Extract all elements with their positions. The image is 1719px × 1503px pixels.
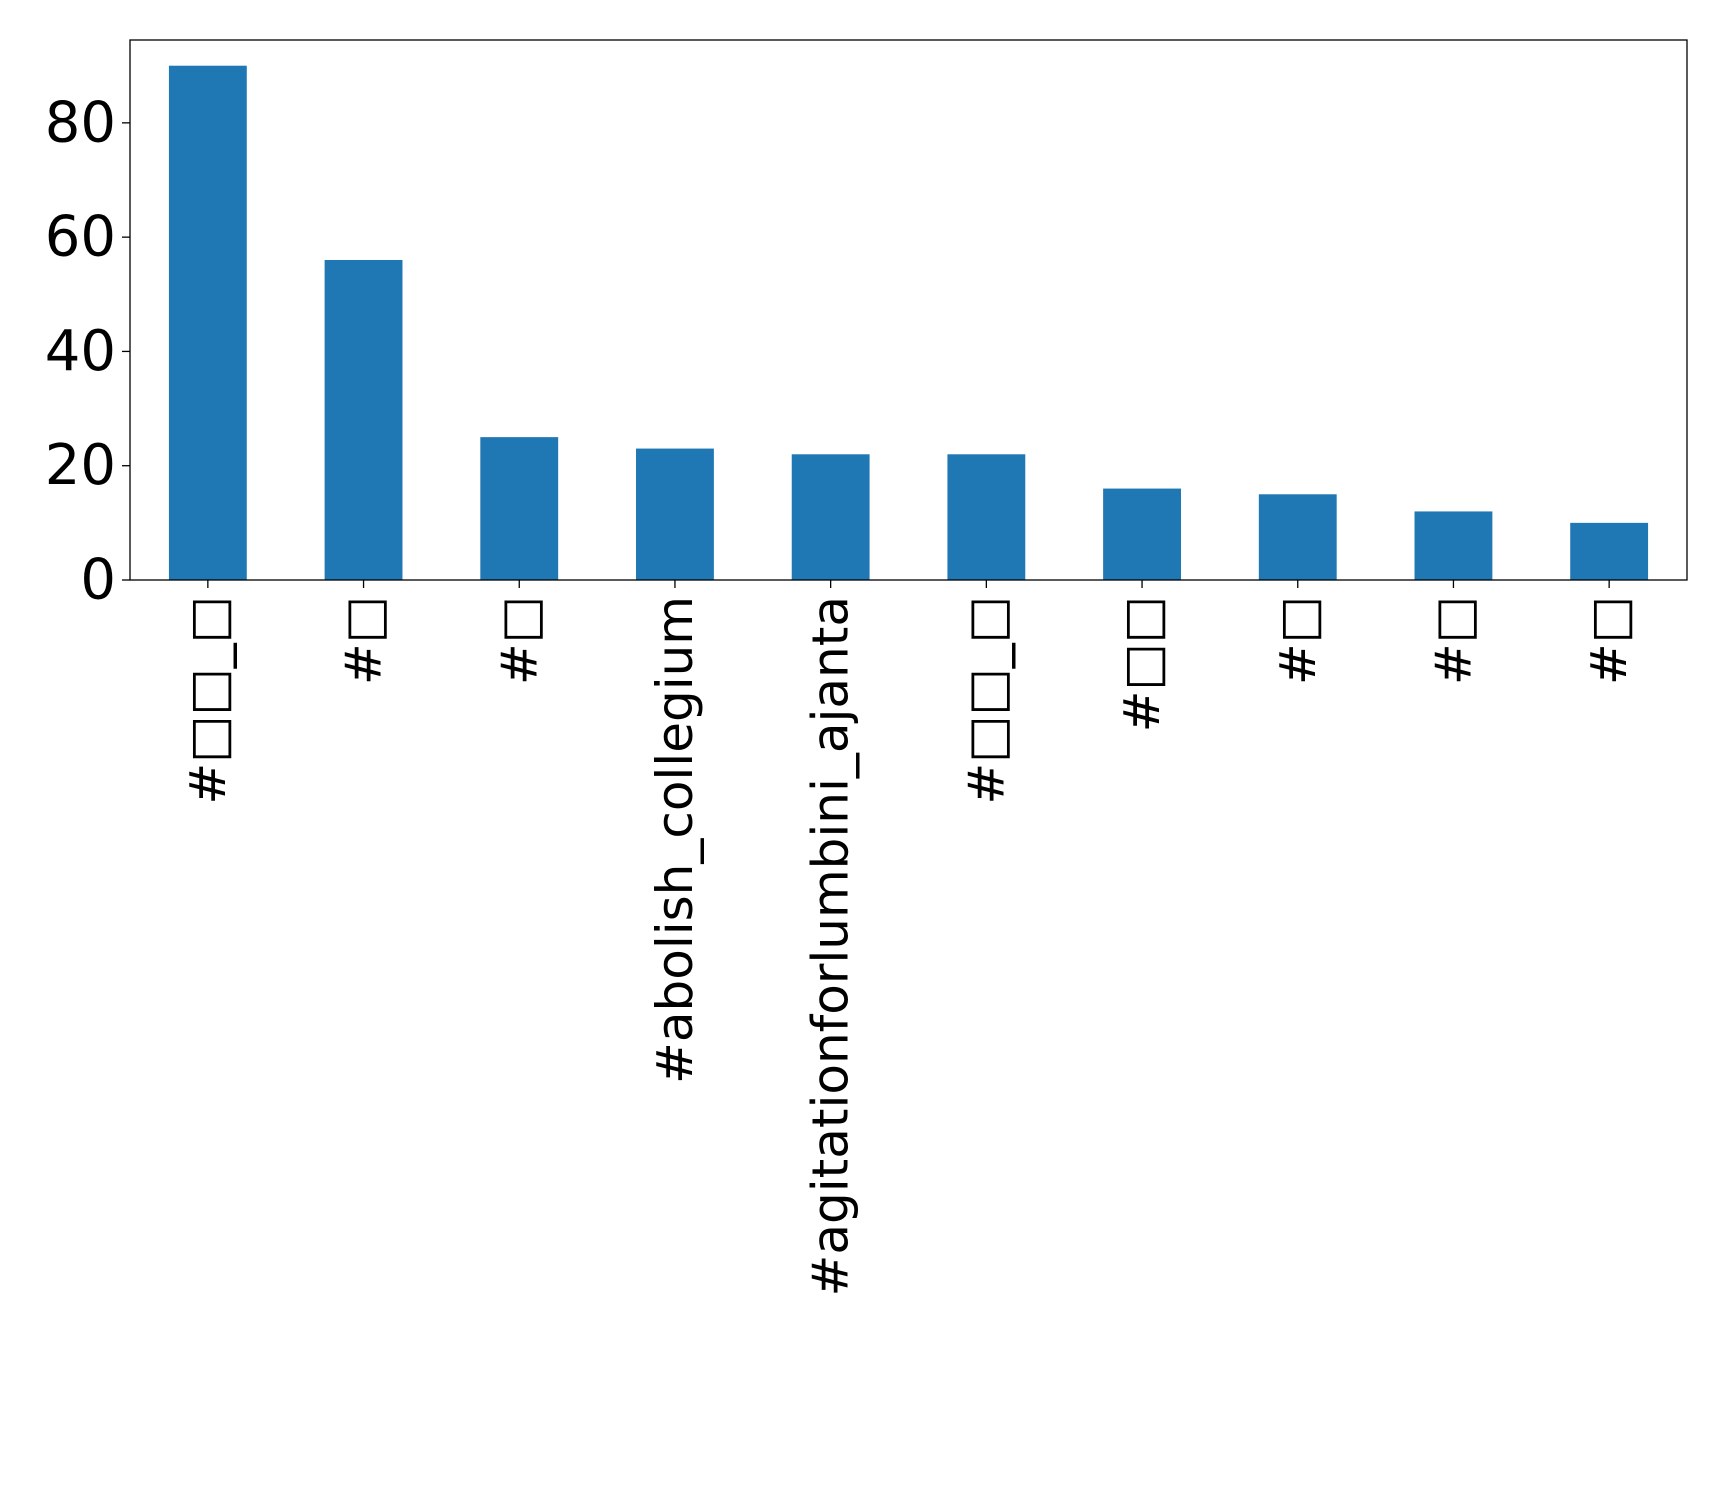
x-tick-label: #□□_□ (179, 596, 237, 805)
bars-group (168, 65, 1649, 580)
x-tick-label: #□ (490, 596, 548, 685)
y-tick-label: 80 (45, 90, 116, 155)
bar (791, 454, 870, 580)
y-tick-label: 40 (45, 319, 116, 384)
bar (480, 437, 559, 580)
y-tick-label: 0 (80, 548, 116, 613)
x-tick-label: #□ (1424, 596, 1482, 685)
bar (636, 448, 714, 580)
y-axis: 0 20 40 60 80 (45, 90, 130, 613)
x-tick-label: #□ (1580, 596, 1638, 685)
bar (324, 260, 403, 580)
x-tick-label: #agitationforlumbini_ajanta (802, 596, 860, 1297)
x-tick-label: #abolish_collegium (646, 596, 704, 1084)
bar (1258, 494, 1337, 580)
plot-frame (129, 39, 1688, 581)
x-tick-label: #□□_□ (957, 596, 1015, 805)
x-tick-label: #□□ (1113, 596, 1171, 732)
bar (168, 65, 247, 580)
x-tick-label: #□ (335, 596, 393, 685)
x-tick-label: #□ (1269, 596, 1327, 685)
y-tick-label: 20 (45, 433, 116, 498)
bar (1414, 511, 1493, 580)
bar (1103, 488, 1181, 580)
x-axis: #□□_□ #□ #□ #abolish_collegium #agitationfor… (179, 580, 1638, 1297)
bar (947, 454, 1026, 580)
bar (1570, 522, 1649, 580)
y-tick-label: 60 (45, 205, 116, 270)
